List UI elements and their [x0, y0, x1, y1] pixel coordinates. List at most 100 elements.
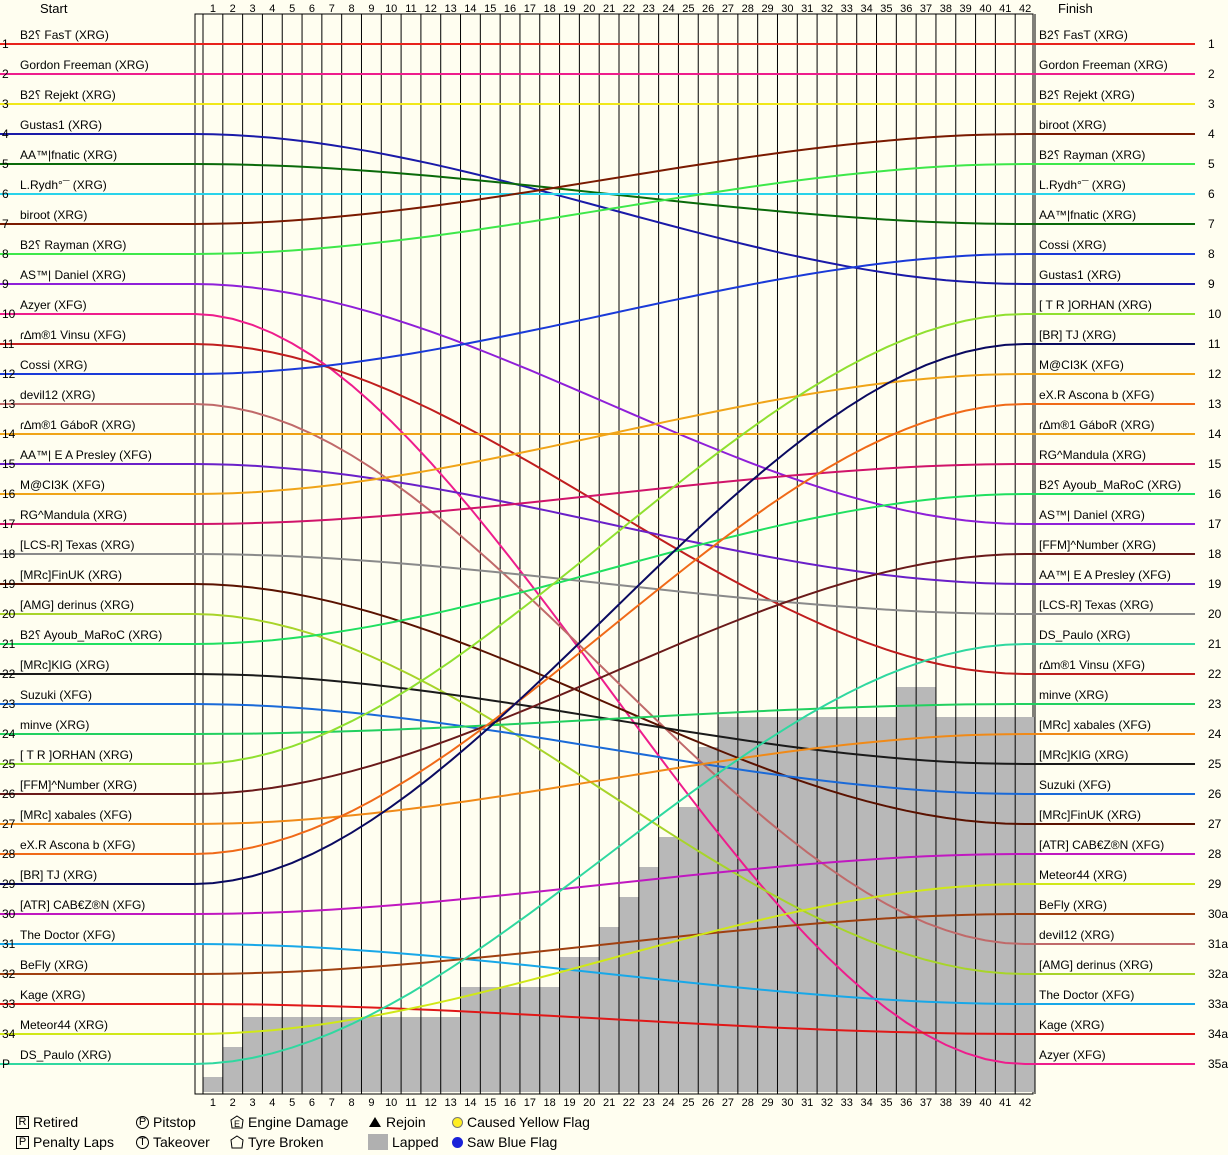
- start-position-number: 24: [2, 727, 16, 741]
- driver-position-line: [194, 613, 1033, 975]
- legend-takeover: T Takeover: [136, 1134, 210, 1150]
- start-position-number: 10: [2, 307, 16, 321]
- driver-position-line: [194, 253, 1033, 375]
- lap-label-bottom: 7: [329, 1097, 335, 1109]
- finish-driver-label: eX.R Ascona b (XFG): [1039, 388, 1154, 402]
- lap-label-bottom: 41: [999, 1097, 1011, 1109]
- start-driver-label: DS_Paulo (XRG): [20, 1048, 111, 1062]
- finish-position-number: 4: [1208, 127, 1215, 141]
- lap-label-bottom: 21: [603, 1097, 615, 1109]
- lap-label-top: 39: [960, 3, 972, 15]
- blue-flag-icon: [452, 1136, 463, 1148]
- driver-position-line: [194, 943, 1033, 1005]
- lap-label-bottom: 38: [940, 1097, 952, 1109]
- start-position-number: 31: [2, 937, 16, 951]
- finish-driver-label: ɾ∆m®1 Vinsu (XFG): [1039, 658, 1145, 672]
- lap-label-top: 17: [524, 3, 536, 15]
- lap-label-bottom: 9: [368, 1097, 374, 1109]
- lap-label-bottom: 36: [900, 1097, 912, 1109]
- finish-driver-label: biroot (XRG): [1039, 118, 1106, 132]
- start-driver-label: [MRc] xabales (XFG): [20, 808, 132, 822]
- legend-pitstop: P Pitstop: [136, 1114, 196, 1130]
- finish-driver-label: B2⸮ FasT (XRG): [1039, 28, 1128, 42]
- finish-position-number: 8: [1208, 247, 1215, 261]
- finish-position-number: 21: [1208, 637, 1222, 651]
- start-driver-label: [ T R ]ORHAN (XRG): [20, 748, 133, 762]
- start-position-number: 2: [2, 67, 9, 81]
- finish-position-number: 2: [1208, 67, 1215, 81]
- lap-label-top: 35: [880, 3, 892, 15]
- start-position-number: 21: [2, 637, 16, 651]
- legend-label: Caused Yellow Flag: [467, 1114, 590, 1130]
- legend-retired: R Retired: [16, 1114, 78, 1130]
- lap-label-bottom: 11: [405, 1097, 416, 1109]
- lap-label-top: 29: [761, 3, 773, 15]
- lap-label-bottom: 4: [269, 1097, 275, 1109]
- start-driver-label: devil12 (XRG): [20, 388, 95, 402]
- legend-label: Lapped: [392, 1134, 439, 1150]
- finish-driver-label: L.Rydh°¯ (XRG): [1039, 178, 1126, 192]
- start-position-number: 27: [2, 817, 16, 831]
- finish-position-number: 22: [1208, 667, 1222, 681]
- finish-position-number: 12: [1208, 367, 1222, 381]
- lap-label-top: 28: [742, 3, 754, 15]
- start-driver-label: [ATR] CAB€Z®N (XFG): [20, 898, 145, 912]
- lap-label-bottom: 26: [702, 1097, 714, 1109]
- lap-label-top: 38: [940, 3, 952, 15]
- lap-label-bottom: 12: [425, 1097, 437, 1109]
- yellow-flag-icon: [452, 1116, 463, 1128]
- driver-position-line: [194, 703, 1033, 795]
- finish-position-number: 13: [1208, 397, 1222, 411]
- lap-label-top: 40: [979, 3, 991, 15]
- legend-label: Saw Blue Flag: [467, 1134, 558, 1150]
- lap-label-bottom: 19: [563, 1097, 575, 1109]
- finish-position-number: 7: [1208, 217, 1215, 231]
- finish-driver-label: Kage (XRG): [1039, 1018, 1104, 1032]
- finish-position-number: 3: [1208, 97, 1215, 111]
- driver-position-line: [194, 493, 1033, 645]
- start-position-number: 34: [2, 1027, 16, 1041]
- start-driver-label: [FFM]^Number (XRG): [20, 778, 137, 792]
- finish-position-number: 19: [1208, 577, 1222, 591]
- svg-text:E: E: [234, 1119, 240, 1129]
- finish-position-number: 5: [1208, 157, 1215, 171]
- lap-label-bottom: 13: [444, 1097, 456, 1109]
- start-driver-label: Meteor44 (XRG): [20, 1018, 108, 1032]
- lap-label-top: 32: [821, 3, 833, 15]
- start-position-number: 14: [2, 427, 16, 441]
- finish-position-number: 11: [1208, 337, 1221, 351]
- lap-label-bottom: 24: [662, 1097, 674, 1109]
- start-driver-label: [LCS-R] Texas (XRG): [20, 538, 134, 552]
- driver-position-line: [194, 733, 1033, 825]
- start-position-number: 22: [2, 667, 16, 681]
- start-position-number: 19: [2, 577, 16, 591]
- start-driver-label: B2⸮ Ayoub_MaRoC (XRG): [20, 628, 162, 642]
- lap-label-bottom: 25: [682, 1097, 694, 1109]
- finish-driver-label: [BR] TJ (XRG): [1039, 328, 1116, 342]
- finish-position-number: 31a: [1208, 937, 1228, 951]
- lap-label-top: 26: [702, 3, 714, 15]
- start-position-number: 16: [2, 487, 16, 501]
- start-position-number: 9: [2, 277, 9, 291]
- lap-label-bottom: 35: [880, 1097, 892, 1109]
- finish-driver-label: Azyer (XFG): [1039, 1048, 1106, 1062]
- finish-position-number: 10: [1208, 307, 1222, 321]
- driver-position-line: [194, 553, 1033, 615]
- lap-label-top: 42: [1019, 3, 1031, 15]
- driver-position-line: [194, 343, 1033, 675]
- finish-position-number: 35a: [1208, 1057, 1228, 1071]
- lap-label-top: 11: [405, 3, 416, 15]
- start-position-number: 18: [2, 547, 16, 561]
- lap-label-top: 36: [900, 3, 912, 15]
- lap-label-top: 13: [444, 3, 456, 15]
- start-driver-label: ɾ∆m®1 GáboR (XRG): [20, 418, 136, 432]
- start-driver-label: L.Rydh°¯ (XRG): [20, 178, 107, 192]
- start-position-number: 11: [2, 337, 15, 351]
- legend-lapped: Lapped: [368, 1134, 439, 1150]
- lap-label-top: 24: [662, 3, 674, 15]
- finish-position-number: 30a: [1208, 907, 1228, 921]
- lap-label-top: 23: [643, 3, 655, 15]
- finish-position-number: 18: [1208, 547, 1222, 561]
- finish-driver-label: [MRc]FinUK (XRG): [1039, 808, 1141, 822]
- driver-position-line: [194, 1003, 1033, 1035]
